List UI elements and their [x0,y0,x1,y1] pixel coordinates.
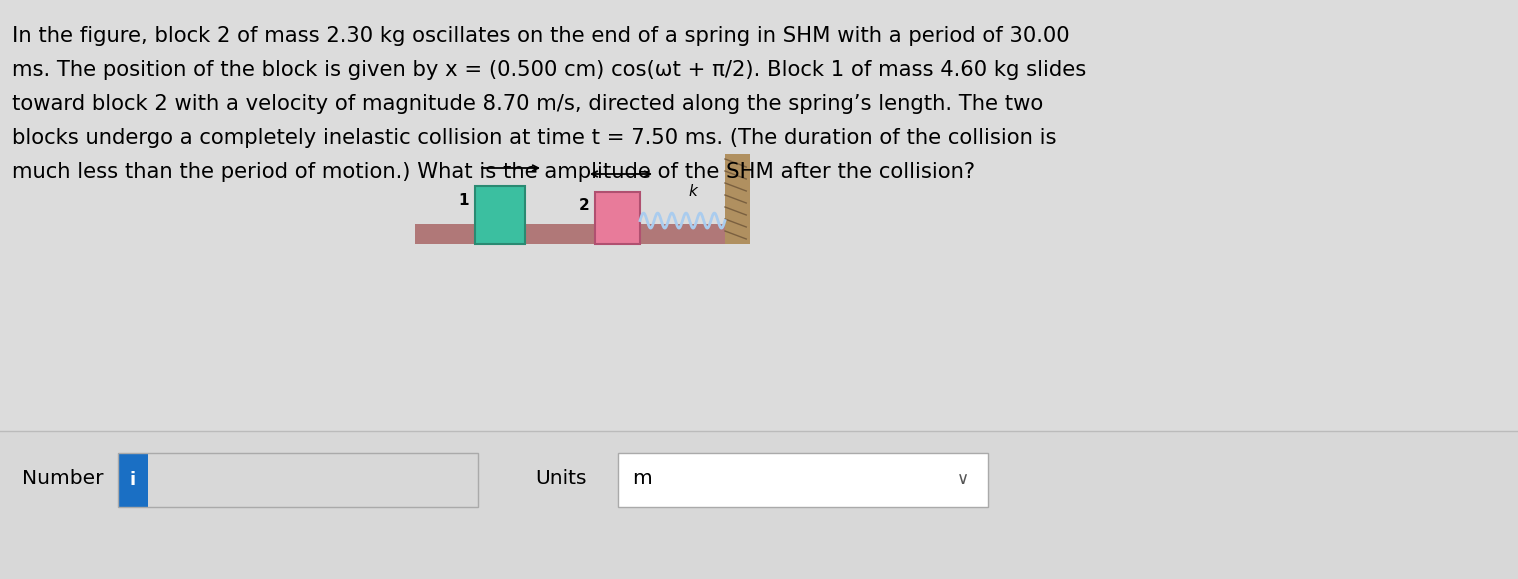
Text: m: m [631,470,651,489]
Bar [595,192,641,244]
Bar [475,186,525,244]
Text: toward block 2 with a velocity of magnitude 8.70 m/s, directed along the spring’: toward block 2 with a velocity of magnit… [12,94,1043,114]
Text: In the figure, block 2 of mass 2.30 kg oscillates on the end of a spring in SHM : In the figure, block 2 of mass 2.30 kg o… [12,26,1070,46]
Text: blocks undergo a completely inelastic collision at time t = 7.50 ms. (The durati: blocks undergo a completely inelastic co… [12,128,1057,148]
Text: much less than the period of motion.) What is the amplitude of the SHM after the: much less than the period of motion.) Wh… [12,162,975,182]
Text: k: k [688,184,697,199]
Bar [118,453,147,507]
Text: Units: Units [534,470,586,489]
Bar [118,453,478,507]
Bar [618,453,988,507]
Bar [0,431,1518,579]
Bar [726,154,750,244]
Text: ∨: ∨ [956,470,968,488]
Text: 1: 1 [458,193,469,208]
Text: 2: 2 [578,197,589,212]
Text: ms. The position of the block is given by x = (0.500 cm) cos(ωt + π/2). Block 1 : ms. The position of the block is given b… [12,60,1087,80]
Text: Number: Number [21,470,103,489]
Text: i: i [131,471,137,489]
Bar [414,224,726,244]
